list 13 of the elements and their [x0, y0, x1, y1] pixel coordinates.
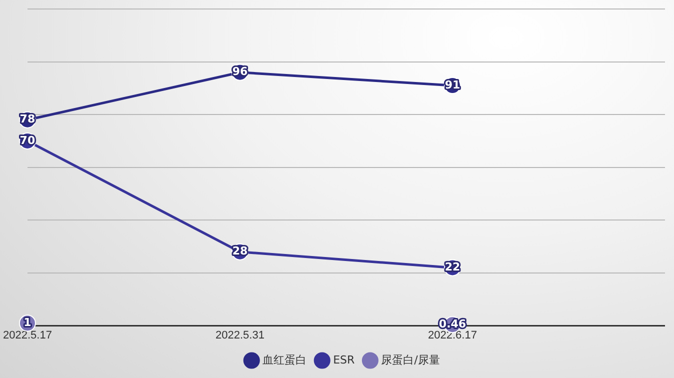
data-label: 70 [20, 134, 36, 147]
legend-label: 尿蛋白/尿量 [381, 353, 440, 366]
data-label: 91 [444, 78, 460, 92]
legend-label: ESR [333, 353, 356, 366]
data-label: 28 [232, 244, 248, 258]
data-label: 1 [24, 316, 32, 330]
legend-label: 血红蛋白 [262, 353, 307, 366]
x-tick-label: 2022.5.31 [216, 329, 264, 342]
data-label: 78 [20, 112, 36, 126]
x-tick-label: 2022.6.17 [428, 329, 477, 342]
data-label: 22 [444, 260, 460, 274]
x-tick-label: 2022.5.17 [3, 329, 52, 342]
data-label: 96 [232, 65, 248, 78]
